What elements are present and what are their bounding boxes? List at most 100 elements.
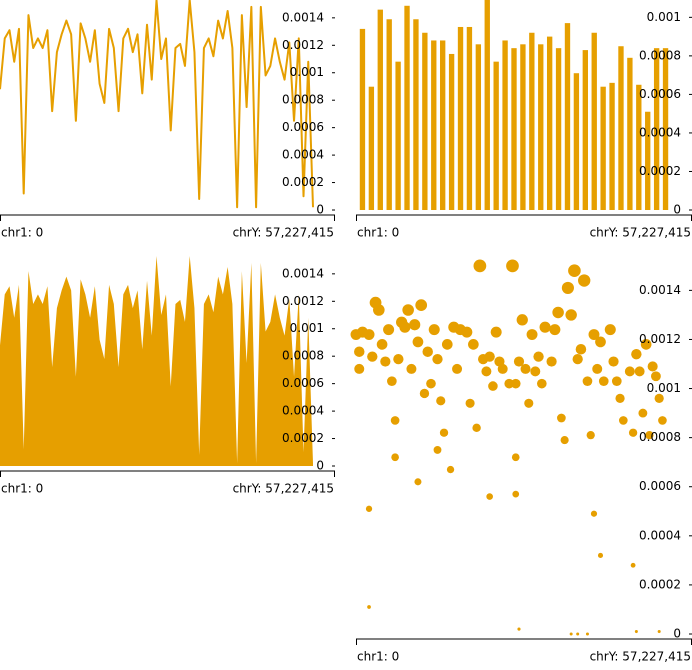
point — [428, 324, 440, 336]
point — [592, 363, 603, 374]
point — [618, 416, 628, 425]
point — [391, 453, 399, 462]
point — [604, 324, 616, 336]
bar — [368, 86, 375, 210]
x-tick-label: chr1: 0 — [1, 482, 43, 496]
y-tick-label: 0.0002 — [282, 431, 324, 445]
point — [608, 356, 619, 367]
bar — [359, 28, 366, 211]
bar — [448, 53, 455, 211]
point — [539, 321, 551, 333]
bar — [653, 48, 660, 211]
y-tick-label: 0.0012 — [639, 332, 681, 346]
bar — [645, 111, 651, 210]
point — [586, 431, 595, 440]
bar — [413, 19, 419, 211]
point — [472, 423, 481, 433]
y-tick-label: 0.0004 — [639, 125, 681, 139]
y-tick-label: 0.001 — [647, 10, 681, 24]
bar — [520, 44, 526, 211]
bar — [484, 0, 490, 210]
point — [576, 632, 580, 636]
bar — [609, 82, 615, 210]
point — [481, 366, 492, 377]
point — [490, 326, 502, 338]
point — [465, 398, 475, 408]
point — [634, 630, 638, 634]
y-tick-label: 0.0008 — [282, 349, 324, 363]
point — [597, 552, 604, 558]
y-tick-label: 0.0004 — [282, 404, 324, 418]
point — [422, 346, 433, 357]
y-tick-label: 0.0014 — [282, 10, 324, 24]
point — [426, 378, 436, 389]
point — [546, 356, 557, 367]
bar — [538, 44, 544, 211]
point — [446, 465, 455, 474]
y-tick-label: 0 — [316, 203, 324, 217]
point — [484, 351, 495, 362]
y-tick-label: 0 — [673, 627, 681, 641]
bar — [395, 61, 401, 211]
point — [657, 630, 661, 634]
point — [439, 428, 449, 437]
x-tick-label: chr1: 0 — [357, 226, 399, 240]
y-tick-label: 0.0002 — [639, 164, 681, 178]
point — [645, 431, 654, 440]
x-tick-label: chrY: 57,227,415 — [590, 650, 691, 664]
y-tick-label: 0.0002 — [282, 175, 324, 189]
point — [552, 306, 564, 319]
y-tick-label: 0.001 — [290, 321, 324, 335]
point — [488, 381, 498, 391]
point — [436, 396, 446, 406]
y-tick-label: 0.0006 — [282, 376, 324, 390]
point — [585, 632, 589, 636]
y-tick-label: 0.001 — [647, 381, 681, 395]
point — [473, 259, 487, 273]
point — [575, 344, 587, 355]
point — [526, 329, 538, 341]
data-line — [0, 0, 314, 209]
point — [406, 363, 417, 374]
point — [367, 605, 371, 609]
point — [373, 304, 385, 316]
y-tick-label: 0 — [673, 203, 681, 217]
point — [486, 493, 493, 500]
point — [611, 376, 622, 387]
point — [524, 398, 534, 408]
point — [615, 393, 625, 403]
y-tick-label: 0.0012 — [282, 294, 324, 308]
point — [588, 329, 600, 341]
bar — [555, 48, 562, 211]
bar — [422, 32, 428, 211]
point — [572, 353, 583, 365]
y-tick-label: 0.0002 — [639, 577, 681, 591]
point — [561, 281, 574, 294]
point — [595, 336, 606, 348]
y-tick-label: 0.0004 — [639, 528, 681, 542]
point — [387, 376, 397, 387]
x-tick-label: chrY: 57,227,415 — [233, 482, 334, 496]
data-area — [0, 256, 313, 466]
point — [549, 324, 561, 336]
bar — [377, 9, 383, 211]
bar — [564, 23, 571, 211]
point — [506, 259, 519, 273]
point — [433, 445, 442, 454]
x-tick-label: chrY: 57,227,415 — [590, 226, 691, 240]
point — [419, 388, 430, 399]
point — [598, 376, 609, 387]
point — [461, 326, 473, 338]
bar — [386, 19, 392, 211]
point — [363, 329, 375, 341]
point — [565, 309, 577, 321]
y-tick-label: 0.0004 — [282, 148, 324, 162]
point — [510, 378, 521, 389]
bar — [618, 46, 624, 211]
point — [658, 416, 667, 425]
y-tick-label: 0.0006 — [639, 87, 681, 101]
bar — [404, 5, 410, 211]
y-tick-label: 0.0014 — [282, 266, 324, 280]
